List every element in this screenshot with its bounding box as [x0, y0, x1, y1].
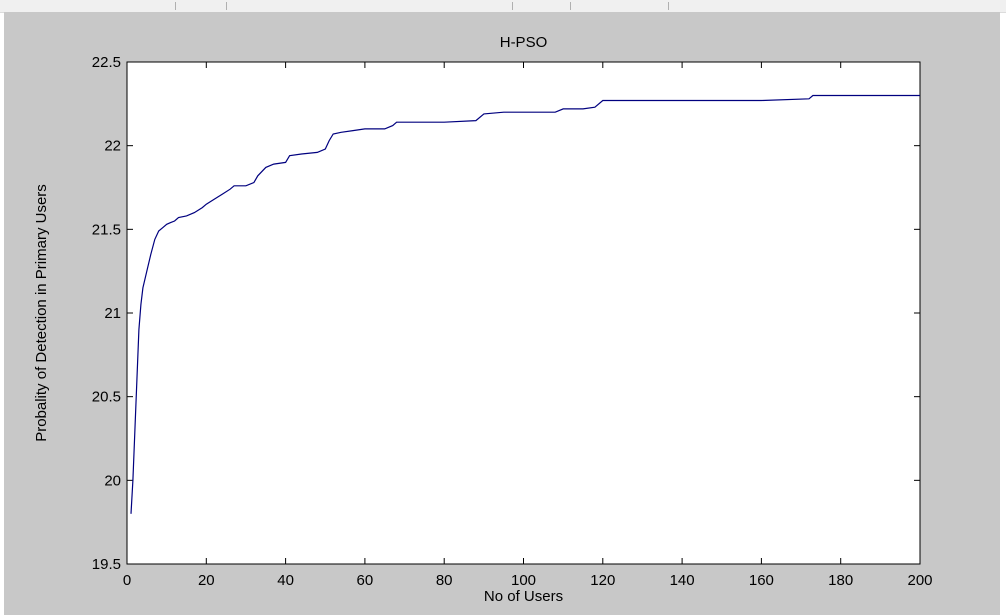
x-tick-label: 0: [123, 572, 131, 589]
x-tick-label: 40: [277, 572, 294, 589]
y-tick-label: 20.5: [92, 389, 121, 406]
x-tick-label: 140: [670, 572, 695, 589]
y-tick-label: 22: [104, 138, 121, 155]
y-tick-label: 19.5: [92, 556, 121, 573]
plot-area: [126, 61, 921, 565]
x-tick-label: 180: [828, 572, 853, 589]
x-tick-label: 160: [749, 572, 774, 589]
toolbar-separator: [175, 2, 176, 10]
x-tick-label: 200: [907, 572, 932, 589]
series-line: [130, 94, 920, 514]
chart-svg: 0 20 40 60 80 100 120 140 160 180 200 19.5 20 20.5 21 2…: [33, 34, 933, 605]
x-tick-label: 120: [590, 572, 615, 589]
x-tick-label: 60: [357, 572, 374, 589]
y-tick-label: 20: [104, 472, 121, 489]
chart-title: H-PSO: [500, 34, 548, 51]
figure-canvas: 0 20 40 60 80 100 120 140 160 180 200 19.5 20 20.5 21 2…: [4, 12, 1000, 615]
toolbar-separator: [668, 2, 669, 10]
y-axis-label: Probality of Detection in Primary Users: [33, 184, 50, 442]
toolbar-separator: [512, 2, 513, 10]
y-tick-label: 21: [104, 305, 121, 322]
x-tick-label: 80: [436, 572, 453, 589]
ticks-layer: [126, 61, 921, 565]
x-tick-label: 20: [198, 572, 215, 589]
y-tick-label: 22.5: [92, 54, 121, 71]
x-tick-label: 100: [511, 572, 536, 589]
x-axis-label: No of Users: [484, 588, 563, 605]
toolbar-separator: [226, 2, 227, 10]
toolbar-separator: [570, 2, 571, 10]
y-tick-label: 21.5: [92, 221, 121, 238]
tick-labels: 0 20 40 60 80 100 120 140 160 180 200 19.5 20 20.5 21 2…: [92, 54, 933, 589]
